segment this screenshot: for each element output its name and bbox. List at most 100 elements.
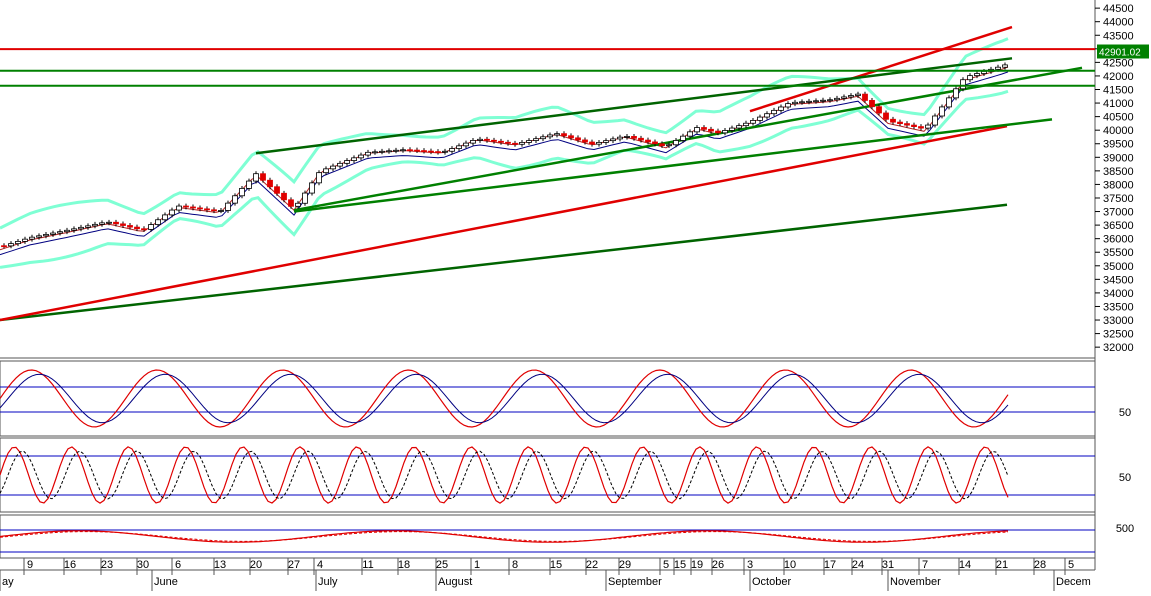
- candle-body: [911, 124, 917, 128]
- price-tick-label: 44000: [1103, 17, 1134, 29]
- candle-body: [155, 219, 161, 225]
- candle-body: [610, 138, 616, 142]
- x-month-label: Decem: [1056, 576, 1091, 588]
- candle-body: [939, 106, 945, 117]
- candle-body: [127, 225, 133, 228]
- x-month-label: October: [752, 576, 791, 588]
- price-tick-label: 41000: [1103, 98, 1134, 110]
- candle-body: [673, 140, 679, 146]
- candle-body: [624, 136, 630, 138]
- candle-body: [8, 243, 14, 247]
- candle-body: [687, 131, 693, 137]
- candle-body: [645, 139, 651, 143]
- short-ma-red: [0, 66, 1009, 251]
- candle-body: [799, 101, 805, 104]
- candle-body: [407, 149, 413, 152]
- candle-body: [778, 106, 784, 111]
- x-day-label: 22: [586, 559, 598, 571]
- candle-body: [869, 100, 875, 108]
- candle-body: [554, 133, 560, 136]
- candle-body: [414, 149, 420, 152]
- price-tick-label: 36500: [1103, 220, 1134, 232]
- x-day-label: 20: [250, 559, 262, 571]
- price-tick-label: 40000: [1103, 125, 1134, 137]
- candle-body: [302, 192, 308, 204]
- indicator-tick-label: 50: [1119, 407, 1131, 419]
- indicator-line-signal: [0, 450, 1009, 500]
- candle-body: [757, 116, 763, 121]
- candle-body: [876, 106, 882, 114]
- candle-body: [596, 141, 602, 145]
- price-tick-label: 36000: [1103, 234, 1134, 246]
- candle-body: [211, 209, 217, 212]
- candle-body: [883, 112, 889, 120]
- candle-body: [316, 172, 322, 184]
- candle-body: [456, 145, 462, 149]
- candle-body: [722, 130, 728, 134]
- candle-body: [57, 231, 63, 234]
- candle-body: [1, 245, 7, 248]
- candle-body: [589, 141, 595, 145]
- candle-body: [183, 205, 189, 208]
- candle-body: [106, 221, 112, 224]
- candle-body: [141, 228, 147, 231]
- x-day-label: 10: [784, 559, 796, 571]
- candle-body: [519, 142, 525, 145]
- x-day-label: 14: [959, 559, 971, 571]
- price-tick-label: 44500: [1103, 3, 1134, 15]
- candle-body: [533, 138, 539, 141]
- candle-body: [176, 205, 182, 211]
- indicator-tick-label: 500: [1116, 523, 1134, 535]
- short-ma-blue: [0, 71, 1009, 256]
- candle-body: [288, 199, 294, 207]
- price-tick-label: 33500: [1103, 301, 1134, 313]
- candle-body: [750, 120, 756, 124]
- x-month-label: August: [438, 576, 472, 588]
- candle-body: [575, 137, 581, 141]
- trendline: [293, 66, 1083, 212]
- x-day-label: 3: [747, 559, 753, 571]
- candle-body: [680, 135, 686, 141]
- candle-body: [547, 134, 553, 138]
- candle-body: [463, 142, 469, 147]
- x-day-label: 6: [175, 559, 181, 571]
- x-day-label: 17: [824, 559, 836, 571]
- candle-body: [442, 150, 448, 153]
- candle-body: [827, 99, 833, 102]
- ma100-line: [0, 124, 1008, 322]
- price-tick-label: 34500: [1103, 274, 1134, 286]
- price-tick-label: 43500: [1103, 30, 1134, 42]
- candle-body: [617, 136, 623, 140]
- x-day-label: 5: [663, 559, 669, 571]
- candle-body: [85, 225, 91, 228]
- price-tick-label: 39000: [1103, 152, 1134, 164]
- price-tick-label: 37000: [1103, 207, 1134, 219]
- x-day-label: 16: [64, 559, 76, 571]
- candle-body: [274, 186, 280, 194]
- candle-body: [204, 208, 210, 211]
- candle-body: [806, 100, 812, 103]
- candle-body: [428, 150, 434, 153]
- candle-body: [897, 121, 903, 125]
- candle-body: [848, 95, 854, 98]
- x-day-label: 25: [436, 559, 448, 571]
- x-day-label: 18: [398, 559, 410, 571]
- candle-body: [701, 127, 707, 130]
- bollinger-lower: [0, 89, 1009, 269]
- candle-body: [561, 133, 567, 137]
- x-day-label: 31: [882, 559, 894, 571]
- candle-body: [435, 151, 441, 154]
- x-day-label: 23: [101, 559, 113, 571]
- candle-body: [281, 192, 287, 201]
- x-day-label: 29: [619, 559, 631, 571]
- price-tick-label: 40500: [1103, 112, 1134, 124]
- price-tick-label: 33000: [1103, 315, 1134, 327]
- x-day-label: 24: [852, 559, 864, 571]
- candle-body: [974, 73, 980, 77]
- candle-body: [71, 228, 77, 231]
- ma200-line: [0, 203, 1008, 322]
- indicator-line-main: [0, 446, 1009, 504]
- candle-body: [771, 109, 777, 115]
- x-day-label: 8: [512, 559, 518, 571]
